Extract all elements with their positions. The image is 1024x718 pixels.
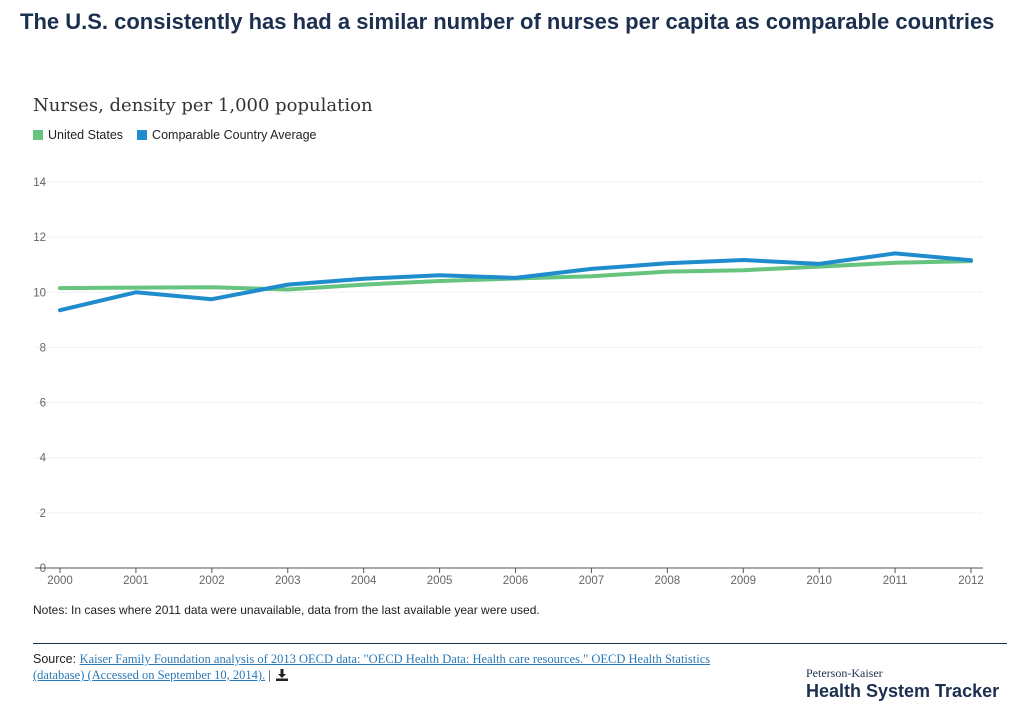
y-tick-label-2: 2 (40, 508, 46, 520)
x-tick-label-2001: 2001 (123, 575, 149, 587)
x-axis-ticks: 2000 2001 2002 2003 2004 2005 2006 2007 2008 2009… (47, 568, 984, 587)
x-tick-label-2005: 2005 (427, 575, 453, 587)
x-tick-label-2008: 2008 (655, 575, 681, 587)
legend-item-comparable-country-average[interactable]: Comparable Country Average (137, 128, 317, 142)
legend-label-united-states: United States (48, 128, 124, 142)
x-tick-label-2009: 2009 (730, 575, 756, 587)
y-tick-label-4: 4 (40, 453, 47, 465)
x-tick-label-2000: 2000 (47, 575, 73, 587)
legend-label-comparable-country-average: Comparable Country Average (152, 128, 317, 142)
y-tick-label-8: 8 (40, 342, 46, 354)
source-separator: | (265, 668, 271, 682)
x-tick-label-2010: 2010 (806, 575, 832, 587)
y-tick-label-10: 10 (33, 287, 46, 299)
series-line-united-states[interactable] (58, 259, 973, 292)
y-axis-ticks: 0 2 4 6 8 10 12 14 (33, 177, 46, 575)
x-tick-label-2012: 2012 (958, 575, 984, 587)
source-prefix: Source: (33, 652, 80, 666)
source: Source: Kaiser Family Foundation analysi… (33, 651, 733, 685)
download-icon[interactable] (275, 669, 288, 685)
source-link[interactable]: Kaiser Family Foundation analysis of 201… (33, 652, 711, 682)
chart-title: Nurses, density per 1,000 population (33, 95, 373, 116)
x-tick-label-2002: 2002 (199, 575, 225, 587)
legend-swatch-comparable-country-average (137, 130, 148, 140)
brand-small-text: Peterson-Kaiser (806, 666, 883, 680)
x-tick-label-2003: 2003 (275, 575, 301, 587)
notes: Notes: In cases where 2011 data were una… (33, 603, 540, 617)
y-tick-label-14: 14 (33, 177, 46, 189)
series-lines (58, 251, 973, 313)
legend: United States Comparable Country Average (33, 128, 331, 142)
divider (33, 643, 1007, 644)
x-tick-label-2007: 2007 (579, 575, 605, 587)
legend-swatch-united-states (33, 130, 43, 140)
line-chart: 0 2 4 6 8 10 12 14 2000 2001 2002 2003 2004 2005 2006… (33, 177, 984, 587)
x-tick-label-2004: 2004 (351, 575, 377, 587)
y-tick-label-12: 12 (33, 232, 46, 244)
legend-item-united-states[interactable]: United States (33, 128, 123, 142)
gridlines (35, 181, 983, 514)
y-tick-label-6: 6 (40, 398, 46, 410)
series-line-comparable-country-average[interactable] (58, 251, 973, 313)
brand-large-text: Health System Tracker (806, 681, 1000, 701)
brand-logo: Peterson-Kaiser Health System Tracker (806, 666, 999, 702)
x-tick-label-2006: 2006 (503, 575, 529, 587)
x-tick-label-2011: 2011 (883, 575, 908, 587)
y-tick-label-0: 0 (40, 563, 46, 575)
headline: The U.S. consistently has had a similar … (20, 9, 995, 34)
